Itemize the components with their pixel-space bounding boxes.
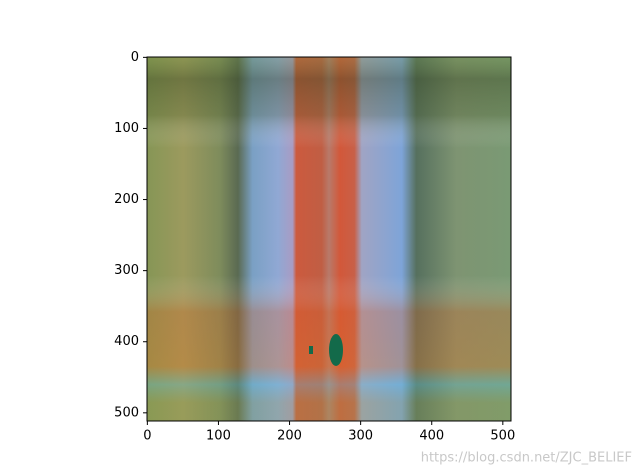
image — [147, 57, 511, 421]
y-tick-label: 400 — [114, 334, 139, 349]
y-tick-label: 200 — [114, 192, 139, 207]
axes-frame — [146, 56, 512, 422]
x-tick-label: 300 — [348, 429, 373, 444]
x-tick-label: 100 — [206, 429, 231, 444]
watermark: https://blog.csdn.net/ZJC_BELIEF — [421, 451, 632, 466]
x-tick-label: 400 — [419, 429, 444, 444]
x-tick-label: 200 — [277, 429, 302, 444]
x-tick-label: 500 — [490, 429, 515, 444]
y-tick-label: 100 — [114, 121, 139, 136]
y-tick-label: 500 — [114, 405, 139, 420]
x-tick-label: 0 — [143, 429, 151, 444]
y-tick-label: 300 — [114, 263, 139, 278]
y-tick-label: 0 — [131, 50, 139, 65]
